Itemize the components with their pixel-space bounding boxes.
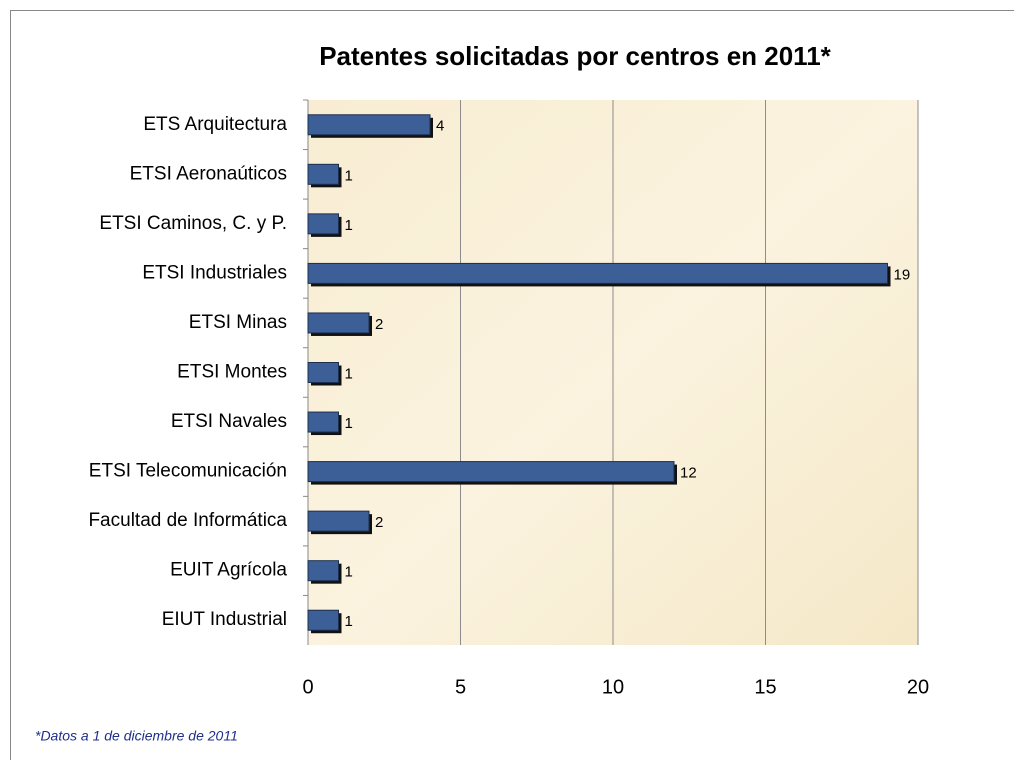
y-tick-label: ETSI Aeronaúticos (130, 163, 287, 184)
y-tick-label: ETSI Industriales (142, 262, 287, 283)
value-label: 12 (680, 465, 697, 482)
value-label: 1 (345, 365, 353, 382)
value-label: 1 (345, 613, 353, 630)
y-tick-label: EIUT Industrial (162, 609, 287, 630)
x-tick-label: 0 (302, 676, 313, 698)
bar (307, 312, 370, 334)
y-tick-label: Facultad de Informática (88, 510, 287, 531)
bar (307, 461, 675, 483)
chart-title: Patentes solicitadas por centros en 2011… (319, 41, 831, 71)
x-tick-label: 5 (455, 676, 466, 698)
bar (307, 609, 339, 631)
y-tick-label: ETSI Minas (189, 312, 287, 333)
y-tick-label: ETS Arquitectura (143, 114, 287, 135)
y-tick-label: ETSI Telecomunicación (89, 461, 287, 482)
bar (307, 560, 339, 582)
y-tick-label: EUIT Agrícola (170, 560, 287, 581)
bar (307, 510, 370, 532)
y-tick-label: ETSI Montes (177, 362, 287, 383)
value-label: 4 (436, 118, 444, 135)
x-tick-label: 20 (907, 676, 929, 698)
value-label: 1 (345, 217, 353, 234)
bar (307, 163, 339, 185)
bar (307, 411, 339, 433)
value-label: 1 (345, 564, 353, 581)
y-tick-label: ETSI Navales (171, 411, 287, 432)
bar (307, 213, 339, 235)
footnote: *Datos a 1 de diciembre de 2011 (35, 728, 238, 744)
value-label: 19 (894, 266, 911, 283)
bar (307, 114, 431, 136)
x-tick-label: 10 (602, 676, 624, 698)
x-tick-label: 15 (754, 676, 776, 698)
value-label: 2 (375, 514, 383, 531)
bar (307, 262, 888, 284)
value-label: 1 (345, 415, 353, 432)
value-label: 1 (345, 167, 353, 184)
y-tick-label: ETSI Caminos, C. y P. (99, 213, 287, 234)
value-label: 2 (375, 316, 383, 333)
bar (307, 362, 339, 383)
